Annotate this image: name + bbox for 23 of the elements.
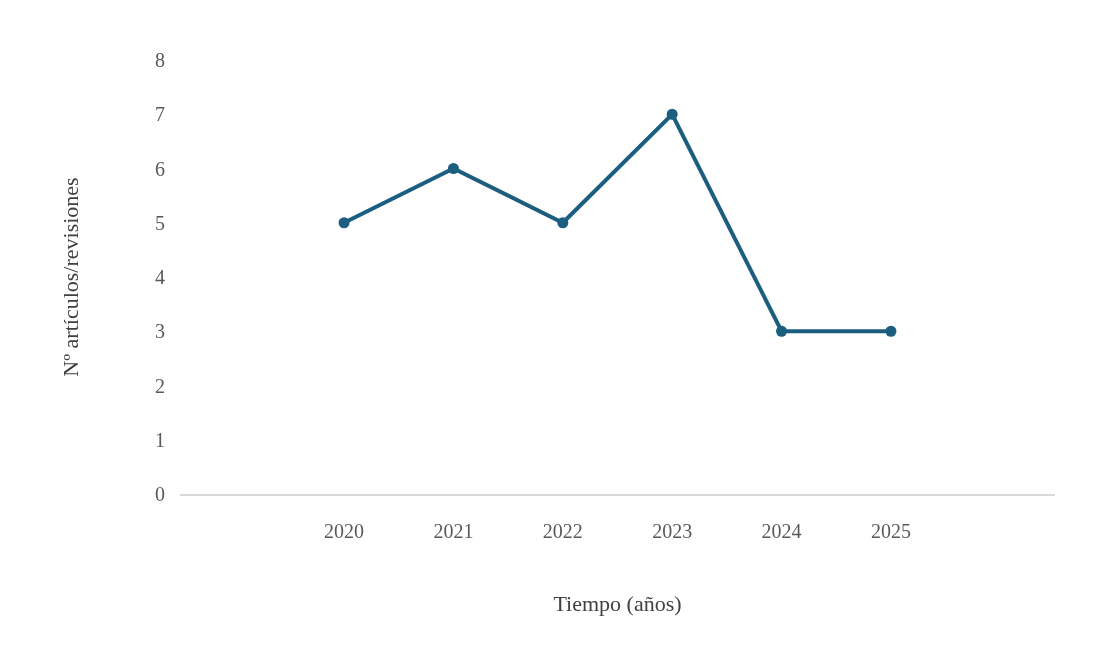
x-tick-label: 2025 (870, 519, 911, 542)
y-tick-label: 3 (155, 320, 165, 343)
x-axis-title: Tiempo (años) (553, 591, 682, 617)
y-tick-label: 7 (155, 103, 165, 126)
x-tick-label: 2021 (433, 519, 474, 542)
point (666, 108, 678, 120)
x-tick-label: 2023 (652, 519, 693, 542)
point (885, 325, 897, 337)
point (557, 217, 569, 229)
y-tick-label: 2 (155, 374, 165, 397)
x-tick-label: 2022 (542, 519, 583, 542)
x-tick-label: 2020 (324, 519, 365, 542)
point (338, 217, 350, 229)
y-tick-label: 8 (155, 49, 165, 71)
x-tick-label: 2024 (761, 519, 802, 542)
y-tick-label: 4 (155, 266, 165, 288)
point (776, 325, 788, 337)
y-axis-title: Nº artículos/revisiones (57, 177, 83, 377)
y-tick-label: 5 (155, 211, 165, 234)
y-tick-label: 0 (155, 483, 165, 505)
y-tick-label: 6 (155, 157, 165, 180)
y-tick-label: 1 (155, 428, 165, 451)
point (447, 163, 459, 174)
